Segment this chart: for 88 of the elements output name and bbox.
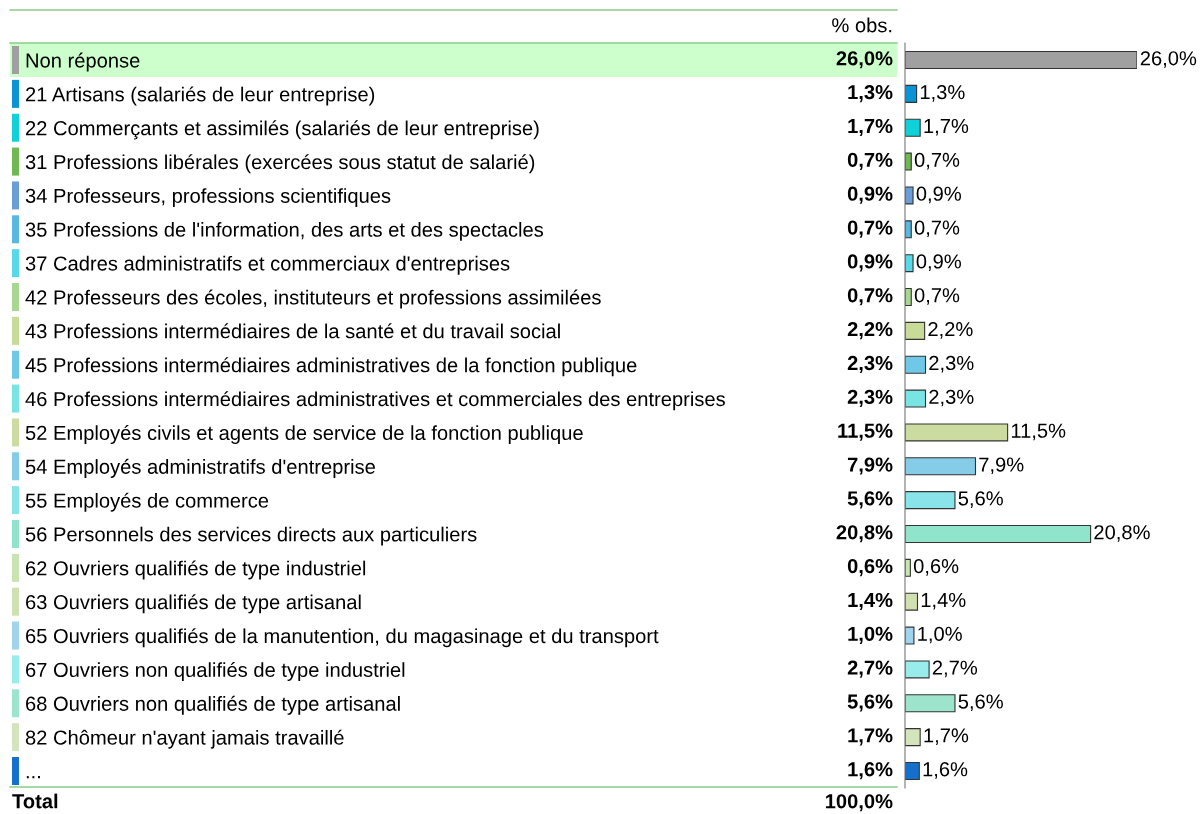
data-label: 0,7% — [847, 288, 893, 306]
text: 20,8% — [1094, 525, 1150, 542]
text: Total — [12, 793, 58, 809]
text: 0,6% — [913, 558, 959, 576]
data-label: 0,9% — [847, 186, 893, 204]
data-label: 7,9% — [847, 457, 893, 475]
data-label: 1,7% — [848, 118, 893, 137]
data-label: 0,9% — [847, 254, 893, 272]
data-label: 1,6% — [848, 762, 893, 780]
text: 11,5% — [1011, 423, 1066, 441]
data-label: 0,7% — [847, 152, 893, 170]
y-tick-label: 65 Ouvriers qualifiés de la manutention, du magasinage et du transport — [26, 628, 659, 648]
text: 2,7% — [932, 660, 978, 678]
text: 5,6% — [958, 491, 1003, 508]
text: 7,9% — [979, 457, 1024, 475]
text: 2,3% — [929, 355, 974, 373]
bar — [905, 491, 956, 510]
y-tick-label: 67 Ouvriers non qualifiés de type industriel — [26, 661, 405, 681]
y-tick-label: 68 Ouvriers non qualifiés de type artisanal — [26, 695, 400, 715]
bar — [905, 626, 915, 645]
bar — [905, 423, 1009, 442]
bar — [905, 524, 1092, 544]
bar — [905, 761, 920, 780]
y-tick-label: 43 Professions intermédiaires de la santé et du travail social — [25, 323, 560, 339]
bar — [905, 84, 918, 103]
y-tick-label: 63 Ouvriers qualifiés de type artisanal — [26, 594, 361, 614]
text: 100,0% — [825, 794, 893, 812]
bar — [905, 152, 912, 171]
text: 0,7% — [914, 152, 960, 170]
bar — [905, 118, 921, 137]
text: 1,7% — [924, 728, 969, 745]
bar — [905, 457, 977, 476]
data-label: 26,0% — [836, 51, 893, 69]
bar — [905, 660, 930, 679]
text: 0,9% — [916, 186, 961, 204]
data-label: 2,3% — [847, 389, 893, 407]
y-tick-label: ... — [26, 776, 40, 779]
data-label: 5,6% — [847, 491, 893, 509]
y-tick-label: 22 Commerçants et assimilés (salariés de leur entreprise) — [26, 120, 539, 140]
text: 0,7% — [914, 220, 960, 238]
y-tick-label: 34 Professeurs, professions scientifiques — [25, 188, 391, 207]
y-tick-label: 54 Employés administratifs d'entreprise — [25, 458, 375, 478]
text: 26,0% — [1140, 51, 1197, 68]
bar — [905, 355, 927, 374]
text: 2,2% — [928, 322, 973, 339]
data-label: 1,4% — [848, 592, 893, 611]
text: % obs. — [832, 17, 892, 33]
y-tick-label: 82 Chômeur n'ayant jamais travaillé — [25, 729, 344, 749]
y-tick-label: 42 Professeurs des écoles, instituteurs et professions assimilées — [25, 289, 601, 309]
bar — [905, 254, 914, 273]
y-tick-label: 31 Professions libérales (exercées sous statut de salarié) — [25, 154, 535, 174]
text: 1,7% — [924, 118, 969, 136]
bar — [905, 592, 919, 611]
y-tick-label: 37 Cadres administratifs et commerciaux d'entreprises — [25, 255, 510, 275]
data-label: 2,7% — [847, 660, 893, 678]
text: 1,4% — [921, 592, 966, 610]
bar — [905, 51, 1137, 70]
text: 5,6% — [958, 694, 1003, 712]
y-tick-label: 55 Employés de commerce — [25, 492, 269, 512]
data-label: 1,3% — [848, 85, 893, 103]
data-label: 11,5% — [838, 423, 893, 441]
text: 1,6% — [923, 762, 968, 779]
data-label: 1,0% — [848, 626, 893, 644]
data-label: 0,6% — [847, 558, 893, 577]
bar — [905, 321, 926, 340]
bar — [905, 389, 927, 408]
data-label: 20,8% — [836, 525, 893, 543]
text: 2,3% — [929, 389, 974, 407]
text: 0,9% — [916, 254, 961, 271]
y-tick-label: Non réponse — [26, 52, 140, 72]
text: 1,3% — [920, 85, 965, 102]
y-tick-label: 45 Professions intermédiaires administratives de la fonction publique — [25, 357, 637, 377]
bar — [905, 694, 956, 713]
y-tick-label: 56 Personnels des services directs aux particuliers — [25, 526, 477, 546]
bar — [905, 728, 921, 747]
data-label: 0,7% — [847, 220, 893, 238]
text: 0,7% — [914, 288, 960, 305]
y-tick-label: 52 Employés civils et agents de service de la fonction publique — [25, 425, 583, 445]
y-tick-label: 46 Professions intermédiaires administratives et commerciales des entreprises — [25, 391, 725, 411]
data-label: 5,6% — [847, 694, 893, 712]
text: 1,0% — [918, 626, 962, 644]
data-label: 2,2% — [847, 322, 893, 340]
data-label: 2,3% — [847, 355, 893, 374]
data-label: 1,7% — [848, 728, 893, 746]
y-tick-label: 35 Professions de l'information, des arts et des spectacles — [25, 222, 544, 241]
y-tick-label: 62 Ouvriers qualifiés de type industriel — [26, 560, 366, 580]
y-tick-label: 21 Artisans (salariés de leur entreprise) — [26, 86, 375, 106]
bar — [905, 186, 914, 205]
